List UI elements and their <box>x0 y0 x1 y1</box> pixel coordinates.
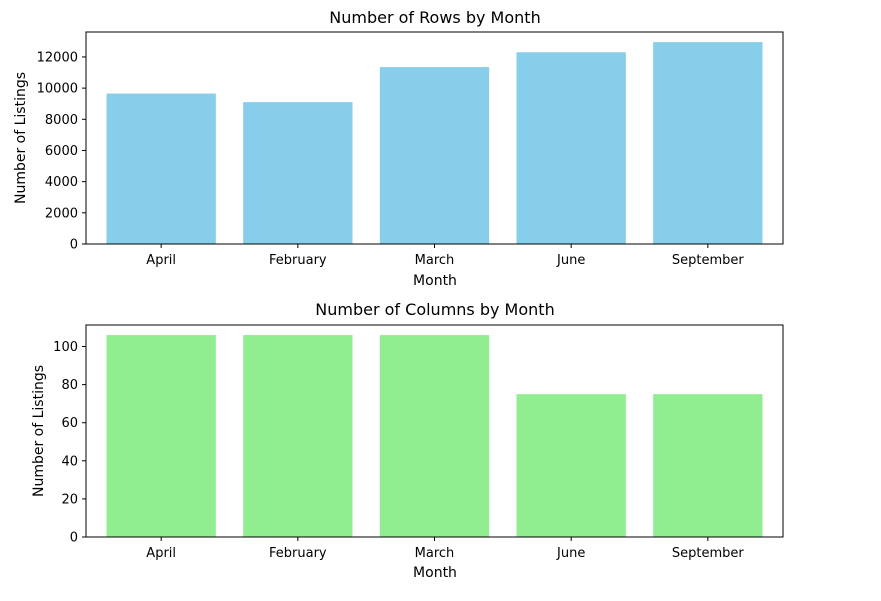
y-tick-label: 0 <box>70 238 78 253</box>
bar-february <box>243 335 353 537</box>
y-tick-label: 8000 <box>45 113 78 128</box>
x-tick-label: March <box>415 253 455 268</box>
bar-september <box>653 42 763 244</box>
y-tick-label: 6000 <box>45 144 78 159</box>
y-tick-label: 10000 <box>37 82 78 97</box>
x-tick-label: March <box>415 546 455 561</box>
x-tick-label: February <box>269 546 327 561</box>
y-axis-label: Number of Listings <box>31 365 47 497</box>
bar-april <box>106 93 216 244</box>
y-tick-label: 40 <box>61 454 78 469</box>
x-tick-label: April <box>146 253 176 268</box>
bar-september <box>653 394 763 537</box>
columns-chart: Number of Columns by Month Number of Lis… <box>31 300 784 581</box>
bar-june <box>516 52 626 244</box>
x-tick-label: February <box>269 253 327 268</box>
y-tick-label: 60 <box>61 416 78 431</box>
bar-june <box>516 394 626 537</box>
x-axis-label: Month <box>413 565 457 581</box>
bar-february <box>243 102 353 244</box>
x-tick-label: June <box>556 546 585 561</box>
y-tick-label: 2000 <box>45 206 78 221</box>
x-tick-label: September <box>672 546 745 561</box>
x-tick-label: April <box>146 546 176 561</box>
y-tick-label: 4000 <box>45 175 78 190</box>
bar-march <box>379 67 490 244</box>
y-tick-label: 100 <box>53 340 78 355</box>
x-tick-label: September <box>672 253 745 268</box>
bar-april <box>106 335 216 537</box>
chart-title: Number of Rows by Month <box>329 8 540 27</box>
chart-title: Number of Columns by Month <box>315 300 554 319</box>
y-axis-label: Number of Listings <box>13 72 29 204</box>
bar-march <box>379 335 490 537</box>
y-tick-label: 0 <box>70 531 78 546</box>
y-tick-label: 80 <box>61 378 78 393</box>
y-tick-label: 20 <box>61 492 78 507</box>
rows-chart: Number of Rows by Month Number of Listin… <box>13 8 784 289</box>
x-tick-label: June <box>556 253 585 268</box>
x-axis-label: Month <box>413 273 457 289</box>
y-tick-label: 12000 <box>37 50 78 65</box>
